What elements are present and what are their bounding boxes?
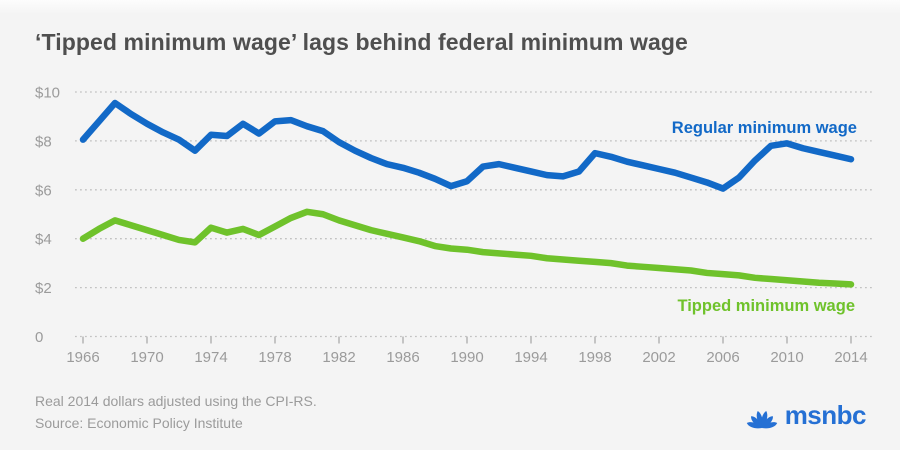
x-axis-label: 1982 [322,349,355,366]
x-axis-label: 1978 [258,349,291,366]
y-axis-label: $8 [35,133,52,150]
series-label-tipped: Tipped minimum wage [677,297,855,315]
x-axis-label: 2010 [770,349,803,366]
y-axis-label: $2 [35,280,52,297]
x-axis-label: 2002 [642,349,675,366]
wage-line-chart: $10 $8 $6 $4 $2 0 1966 1970 1974 1978 1982 1986 1990… [35,85,872,366]
y-axis-label: $6 [35,182,52,199]
y-axis-label: 0 [35,329,43,346]
tipped-minimum-wage-line [79,208,855,288]
x-axis-label: 1998 [578,349,611,366]
msnbc-logo: msnbc [746,400,867,431]
nbc-peacock-icon [746,411,777,429]
regular-minimum-wage-line [79,99,855,192]
source-credit: Source: Economic Policy Institute [35,415,243,431]
x-axis-label: 2014 [834,349,867,366]
x-axis-label: 2006 [706,349,739,366]
x-axis-label: 1974 [194,349,227,366]
x-axis-label: 1986 [386,349,419,366]
x-axis-label: 1966 [66,349,99,366]
y-axis-label: $4 [35,231,52,248]
series-label-regular: Regular minimum wage [672,119,857,137]
x-axis-label: 1990 [450,349,483,366]
x-axis-label: 1970 [130,349,163,366]
y-axis-label: $10 [35,85,60,102]
footnote: Real 2014 dollars adjusted using the CPI… [35,393,317,409]
msnbc-wordmark: msnbc [784,400,867,430]
chart-title: ‘Tipped minimum wage’ lags behind federa… [35,29,688,55]
x-axis-label: 1994 [514,349,547,366]
